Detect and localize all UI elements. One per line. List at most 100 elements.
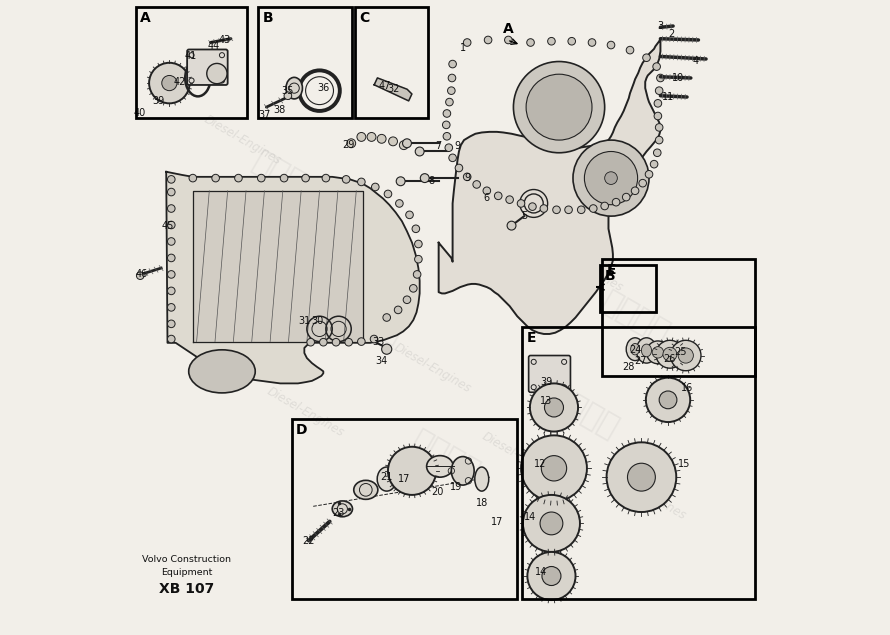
Circle shape	[415, 240, 422, 248]
Text: 15: 15	[678, 460, 691, 469]
Text: 17: 17	[398, 474, 410, 484]
Circle shape	[655, 87, 663, 95]
Circle shape	[646, 378, 691, 422]
FancyBboxPatch shape	[187, 50, 228, 85]
Text: 25: 25	[675, 347, 687, 358]
Text: 39: 39	[152, 96, 165, 106]
Text: 24: 24	[629, 345, 642, 356]
Text: 31: 31	[298, 316, 311, 326]
Circle shape	[530, 384, 578, 432]
Circle shape	[412, 225, 420, 232]
Circle shape	[521, 436, 587, 501]
Circle shape	[654, 112, 661, 120]
Text: 9: 9	[464, 173, 470, 183]
Circle shape	[383, 314, 391, 321]
Ellipse shape	[636, 338, 657, 363]
Circle shape	[529, 203, 537, 210]
Ellipse shape	[426, 456, 453, 477]
Text: 12: 12	[534, 460, 546, 469]
Text: 23: 23	[332, 507, 344, 518]
Circle shape	[645, 171, 653, 178]
Circle shape	[547, 37, 555, 45]
Text: 34: 34	[376, 356, 388, 366]
Circle shape	[655, 137, 663, 144]
Text: Diesel-Engines: Diesel-Engines	[201, 113, 283, 168]
Polygon shape	[193, 190, 362, 342]
Text: 3: 3	[658, 21, 663, 31]
Circle shape	[167, 254, 175, 262]
Text: E: E	[607, 263, 616, 277]
Text: 8: 8	[428, 177, 434, 186]
Circle shape	[167, 335, 175, 343]
Circle shape	[322, 174, 329, 182]
Text: Diesel-Engines: Diesel-Engines	[481, 429, 562, 485]
Text: 32: 32	[387, 84, 400, 95]
Text: A: A	[141, 11, 151, 25]
Text: Diesel-Engines: Diesel-Engines	[328, 195, 409, 250]
Text: 紫发动力: 紫发动力	[406, 426, 484, 488]
Text: 14: 14	[535, 567, 547, 577]
Circle shape	[643, 54, 651, 62]
Text: 13: 13	[540, 396, 553, 406]
Circle shape	[394, 306, 402, 314]
Circle shape	[553, 206, 561, 213]
Circle shape	[136, 272, 144, 279]
Ellipse shape	[377, 467, 396, 491]
Circle shape	[483, 187, 490, 194]
Circle shape	[585, 152, 637, 204]
Ellipse shape	[474, 467, 489, 491]
Circle shape	[464, 39, 471, 46]
Circle shape	[371, 183, 379, 190]
Text: 45: 45	[161, 220, 174, 231]
Circle shape	[601, 202, 609, 210]
Circle shape	[384, 190, 392, 197]
Circle shape	[514, 62, 604, 153]
Text: 21: 21	[381, 472, 392, 482]
Text: Diesel-Engines: Diesel-Engines	[455, 150, 537, 206]
Text: 27: 27	[634, 356, 646, 366]
Text: 42: 42	[174, 77, 186, 87]
Circle shape	[167, 271, 175, 278]
Circle shape	[449, 74, 456, 82]
Text: 18: 18	[475, 497, 488, 507]
Circle shape	[302, 174, 310, 182]
Circle shape	[400, 141, 409, 150]
Text: 10: 10	[672, 73, 684, 83]
Text: 紫发动力: 紫发动力	[247, 147, 326, 209]
Circle shape	[607, 41, 615, 49]
Ellipse shape	[631, 344, 640, 355]
Circle shape	[377, 135, 386, 144]
Circle shape	[540, 512, 562, 535]
Circle shape	[653, 63, 660, 70]
Text: 30: 30	[311, 316, 323, 326]
Text: 6: 6	[483, 194, 490, 203]
Ellipse shape	[678, 348, 693, 363]
Ellipse shape	[353, 480, 378, 499]
Circle shape	[612, 198, 619, 206]
Text: Volvo Construction: Volvo Construction	[142, 555, 231, 564]
Circle shape	[257, 174, 265, 182]
Text: 4: 4	[692, 56, 699, 66]
Circle shape	[388, 447, 436, 495]
Circle shape	[442, 121, 450, 129]
Ellipse shape	[451, 457, 474, 485]
Circle shape	[527, 39, 534, 46]
Circle shape	[443, 110, 450, 117]
Circle shape	[578, 206, 585, 213]
Circle shape	[449, 60, 457, 68]
Circle shape	[367, 133, 376, 142]
Circle shape	[347, 139, 356, 148]
Text: 紫发动力: 紫发动力	[166, 274, 243, 336]
Text: XB 107: XB 107	[158, 582, 214, 596]
Text: 20: 20	[432, 487, 443, 497]
Circle shape	[167, 221, 175, 229]
Circle shape	[402, 139, 411, 148]
Text: 2: 2	[668, 29, 675, 39]
Text: 37: 37	[258, 110, 271, 120]
Text: 36: 36	[317, 83, 329, 93]
Circle shape	[484, 36, 492, 44]
Circle shape	[505, 36, 512, 44]
Circle shape	[495, 192, 502, 199]
Circle shape	[627, 463, 655, 491]
Ellipse shape	[646, 341, 669, 364]
